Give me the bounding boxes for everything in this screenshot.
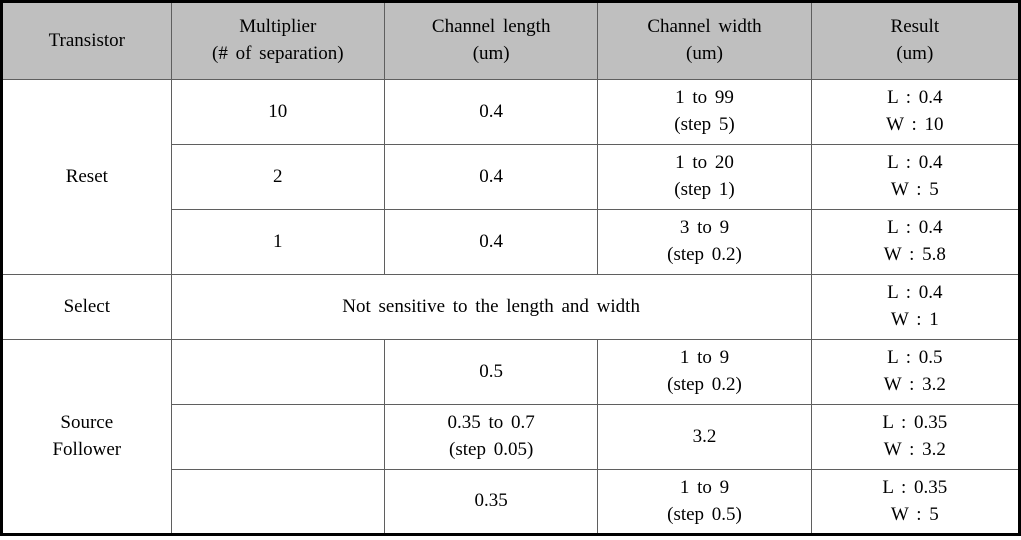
cell-length: 0.5: [385, 340, 598, 405]
cell-text: 1 to 20: [598, 150, 810, 177]
col-channel-width: Channel width (um): [598, 2, 811, 80]
header-text: Transistor: [3, 28, 171, 55]
header-text: Channel length: [385, 14, 597, 41]
cell-text: 0.35 to 0.7: [385, 410, 597, 437]
cell-text: L : 0.4: [812, 150, 1018, 177]
header-subtext: (um): [812, 41, 1018, 68]
cell-text: W : 10: [812, 112, 1018, 139]
cell-text: L : 0.35: [812, 410, 1018, 437]
cell-result: L : 0.4 W : 5: [811, 145, 1019, 210]
cell-text: W : 1: [812, 307, 1018, 334]
cell-text: (step 5): [598, 112, 810, 139]
cell-length: 0.35: [385, 470, 598, 535]
cell-length: 0.4: [385, 210, 598, 275]
cell-text: Source: [3, 410, 171, 437]
cell-text: 0.4: [385, 99, 597, 126]
cell-result: L : 0.4 W : 5.8: [811, 210, 1019, 275]
cell-width: 3.2: [598, 405, 811, 470]
cell-transistor-reset: Reset: [2, 80, 172, 275]
cell-transistor-source-follower: Source Follower: [2, 340, 172, 535]
col-multiplier: Multiplier (# of separation): [171, 2, 384, 80]
header-subtext: (um): [598, 41, 810, 68]
cell-text: W : 5.8: [812, 242, 1018, 269]
cell-result: L : 0.35 W : 5: [811, 470, 1019, 535]
cell-result: L : 0.4 W : 10: [811, 80, 1019, 145]
cell-length: 0.4: [385, 80, 598, 145]
cell-text: L : 0.4: [812, 215, 1018, 242]
header-subtext: (um): [385, 41, 597, 68]
cell-text: 1: [172, 229, 384, 256]
table-header: Transistor Multiplier (# of separation) …: [2, 2, 1020, 80]
cell-text: Reset: [3, 164, 171, 191]
cell-length: 0.4: [385, 145, 598, 210]
cell-text: L : 0.4: [812, 280, 1018, 307]
cell-text: 3 to 9: [598, 215, 810, 242]
cell-multiplier: [171, 470, 384, 535]
cell-text: Follower: [3, 437, 171, 464]
cell-text: W : 3.2: [812, 437, 1018, 464]
cell-text: Select: [3, 294, 171, 321]
cell-text: L : 0.5: [812, 345, 1018, 372]
cell-text: W : 5: [812, 502, 1018, 529]
cell-result: L : 0.35 W : 3.2: [811, 405, 1019, 470]
col-transistor: Transistor: [2, 2, 172, 80]
cell-text: 0.4: [385, 229, 597, 256]
cell-text: 1 to 99: [598, 85, 810, 112]
cell-text: (step 0.2): [598, 242, 810, 269]
header-subtext: (# of separation): [172, 41, 384, 68]
cell-text: 10: [172, 99, 384, 126]
cell-result: L : 0.4 W : 1: [811, 275, 1019, 340]
table-row: Select Not sensitive to the length and w…: [2, 275, 1020, 340]
header-text: Multiplier: [172, 14, 384, 41]
cell-width: 3 to 9 (step 0.2): [598, 210, 811, 275]
cell-result: L : 0.5 W : 3.2: [811, 340, 1019, 405]
cell-text: (step 0.05): [385, 437, 597, 464]
cell-text: W : 3.2: [812, 372, 1018, 399]
cell-multiplier: 1: [171, 210, 384, 275]
cell-text: (step 1): [598, 177, 810, 204]
header-text: Result: [812, 14, 1018, 41]
cell-multiplier: [171, 340, 384, 405]
col-result: Result (um): [811, 2, 1019, 80]
cell-width: 1 to 9 (step 0.5): [598, 470, 811, 535]
table-row: Reset 10 0.4 1 to 99 (step 5) L : 0.4 W …: [2, 80, 1020, 145]
cell-multiplier: [171, 405, 384, 470]
cell-transistor-select: Select: [2, 275, 172, 340]
col-channel-length: Channel length (um): [385, 2, 598, 80]
cell-text: Not sensitive to the length and width: [172, 294, 811, 321]
cell-text: (step 0.5): [598, 502, 810, 529]
cell-text: 0.35: [385, 488, 597, 515]
cell-select-note: Not sensitive to the length and width: [171, 275, 811, 340]
transistor-parameters-table: Transistor Multiplier (# of separation) …: [0, 0, 1021, 536]
cell-text: 3.2: [598, 424, 810, 451]
header-text: Channel width: [598, 14, 810, 41]
table-row: Source Follower 0.5 1 to 9 (step 0.2) L …: [2, 340, 1020, 405]
cell-text: 0.5: [385, 359, 597, 386]
cell-text: 0.4: [385, 164, 597, 191]
cell-text: 1 to 9: [598, 475, 810, 502]
cell-width: 1 to 20 (step 1): [598, 145, 811, 210]
cell-width: 1 to 99 (step 5): [598, 80, 811, 145]
cell-text: 2: [172, 164, 384, 191]
cell-text: (step 0.2): [598, 372, 810, 399]
cell-length: 0.35 to 0.7 (step 0.05): [385, 405, 598, 470]
cell-text: 1 to 9: [598, 345, 810, 372]
cell-width: 1 to 9 (step 0.2): [598, 340, 811, 405]
cell-text: L : 0.35: [812, 475, 1018, 502]
cell-text: L : 0.4: [812, 85, 1018, 112]
cell-text: W : 5: [812, 177, 1018, 204]
cell-multiplier: 2: [171, 145, 384, 210]
cell-multiplier: 10: [171, 80, 384, 145]
